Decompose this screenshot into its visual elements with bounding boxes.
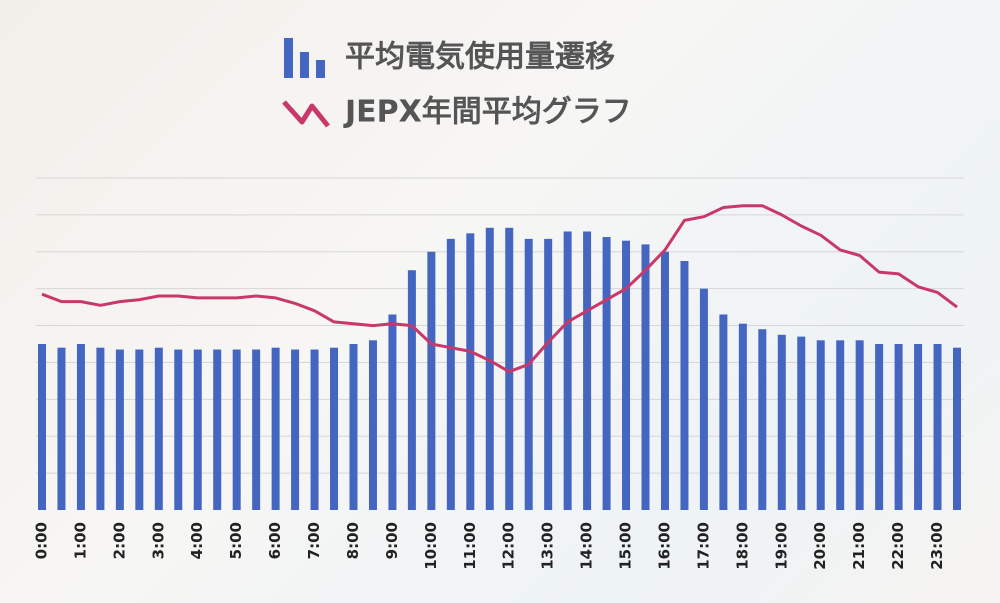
- bar: [115, 349, 124, 510]
- bar: [154, 347, 163, 510]
- bar: [836, 340, 845, 510]
- bar: [797, 336, 806, 510]
- bar: [291, 349, 300, 510]
- bar: [524, 238, 533, 510]
- bar: [641, 244, 650, 510]
- icon-bar: [316, 60, 325, 78]
- bar: [738, 323, 747, 510]
- bar: [76, 344, 85, 510]
- bar: [914, 344, 923, 510]
- x-tick-label: 8:00: [344, 522, 362, 559]
- x-tick-label: 4:00: [188, 522, 206, 559]
- x-tick-label: 12:00: [500, 522, 518, 570]
- bar: [271, 347, 280, 510]
- x-tick-label: 18:00: [733, 522, 751, 570]
- icon-bar: [284, 38, 293, 78]
- x-tick-label: 13:00: [539, 522, 557, 570]
- bar: [193, 349, 202, 510]
- bar: [407, 270, 416, 510]
- x-tick-label: 17:00: [694, 522, 712, 570]
- bar: [252, 349, 261, 510]
- bar: [699, 288, 708, 510]
- bar: [96, 347, 105, 510]
- bar: [660, 251, 669, 510]
- bar: [505, 227, 514, 511]
- bar: [57, 347, 66, 510]
- bar: [953, 347, 961, 510]
- icon-bar: [300, 52, 309, 78]
- bar: [368, 340, 377, 510]
- x-tick-label: 7:00: [305, 522, 323, 559]
- bar: [485, 227, 494, 511]
- x-tick-label: 3:00: [149, 522, 167, 559]
- bar: [330, 347, 339, 510]
- legend-text: 平均電気使用量遷移: [345, 40, 615, 75]
- bar: [894, 344, 903, 510]
- bar: [719, 314, 728, 510]
- bar: [777, 334, 786, 510]
- bar: [583, 231, 592, 510]
- bar: [758, 329, 767, 510]
- x-tick-label: 22:00: [889, 522, 907, 570]
- x-tick-label: 1:00: [71, 522, 89, 559]
- legend-text: JEPX年間平均グラフ: [343, 95, 632, 130]
- bar: [446, 238, 455, 510]
- line: [41, 204, 958, 374]
- legend-bar-icon: [284, 38, 325, 78]
- x-tick-label: 14:00: [578, 522, 596, 570]
- bar: [174, 349, 183, 510]
- bar: [388, 314, 397, 510]
- bar: [622, 240, 631, 510]
- x-tick-label: 11:00: [461, 522, 479, 570]
- x-tick-label: 10:00: [422, 522, 440, 570]
- bar: [135, 349, 144, 510]
- x-tick-label: 19:00: [772, 522, 790, 570]
- bar: [855, 340, 864, 510]
- bar: [933, 344, 942, 510]
- bar: [349, 344, 358, 510]
- x-tick-label: 0:00: [33, 522, 51, 559]
- bar: [38, 344, 46, 510]
- x-tick-label: 5:00: [227, 522, 245, 559]
- x-tick-label: 9:00: [383, 522, 401, 559]
- bar: [680, 261, 689, 510]
- x-tick-label: 2:00: [110, 522, 128, 559]
- bar: [544, 238, 553, 510]
- bar: [213, 349, 222, 510]
- x-tick-label: 20:00: [811, 522, 829, 570]
- bar: [563, 231, 572, 510]
- bar: [602, 237, 611, 510]
- bar: [816, 340, 825, 510]
- x-tick-label: 23:00: [928, 522, 946, 570]
- bar: [466, 233, 475, 511]
- bar: [875, 344, 884, 510]
- x-tick-label: 6:00: [266, 522, 284, 559]
- bar: [232, 349, 241, 510]
- x-tick-label: 15:00: [617, 522, 635, 570]
- bar: [427, 251, 436, 510]
- x-tick-label: 16:00: [655, 522, 673, 570]
- legend-line-icon: [282, 100, 330, 128]
- x-tick-label: 21:00: [850, 522, 868, 570]
- bar: [310, 349, 319, 510]
